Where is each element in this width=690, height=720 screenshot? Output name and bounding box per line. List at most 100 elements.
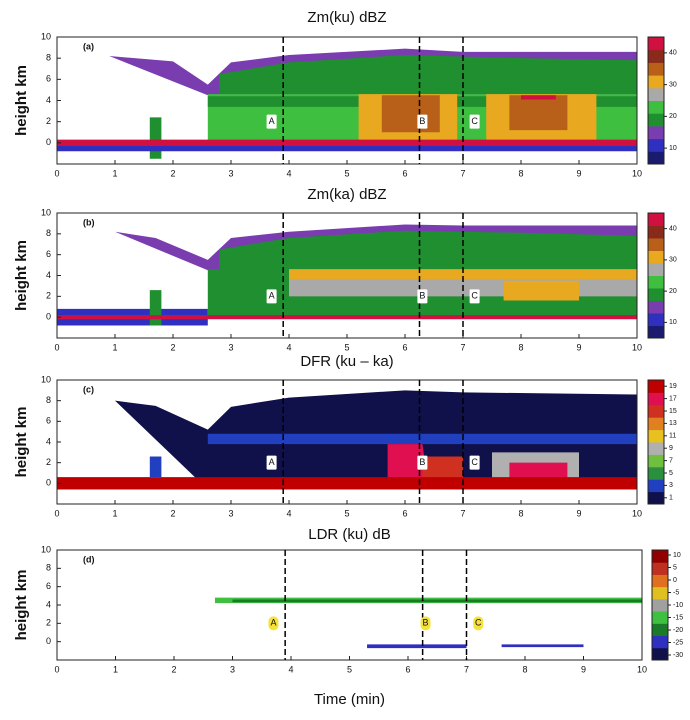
colorbar-segment [648,442,664,455]
colorbar-segment [648,87,664,101]
panel-label: (d) [83,554,95,564]
colorbar-segment [652,586,668,600]
colorbar-tick-label: 10 [669,319,677,326]
colorbar-frame [647,212,665,339]
colorbar-segment [648,138,664,152]
y-tick-label: 10 [41,374,51,384]
annotation-box [469,455,480,470]
y-tick-label: 10 [41,207,51,217]
annotation-box [417,289,428,304]
x-tick-label: 2 [170,508,175,518]
colorbar-segment [648,300,664,314]
field-region [57,315,637,320]
y-tick-label: 2 [46,116,51,126]
annotation-box [268,616,279,631]
colorbar-tick-label: 19 [669,383,677,390]
colorbar-tick-label: 0 [673,577,677,584]
colorbar-tick-label: 10 [669,145,677,152]
annotation-box [266,455,277,470]
colorbar-segment [648,213,664,226]
colorbar-tick-label: -15 [673,614,683,621]
y-axis-label: height km [13,570,30,641]
panel-label: (b) [83,217,95,227]
y-axis-label: height km [13,65,30,136]
colorbar-tick-label: 20 [669,288,677,295]
colorbar-segment [652,647,668,661]
field-region [149,117,162,159]
field-region [219,230,637,270]
annotation: C [471,116,478,126]
x-tick-label: 6 [402,508,407,518]
colorbar-segment [648,404,664,418]
colorbar-segment [648,380,664,393]
annotation: C [471,291,478,301]
x-tick-label: 10 [632,508,642,518]
colorbar-segment [648,113,664,127]
colorbar-segment [652,598,668,612]
colorbar-tick-label: -10 [673,602,683,609]
x-tick-label: 4 [286,342,291,352]
x-tick-label: 1 [112,508,117,518]
x-tick-label: 7 [460,168,465,178]
colorbar-segment [648,454,664,468]
field-region [57,477,637,490]
colorbar-segment [648,151,664,165]
x-tick-label: 5 [344,508,349,518]
panel: Zm(ku) dBZ height km (a) 0 1 2 3 4 5 6 7 8 9 10 0 2 4 6 8 1… [13,9,677,178]
y-tick-label: 4 [46,270,51,280]
colorbar-segment [648,263,664,276]
field-region [381,95,440,133]
x-tick-label: 6 [402,342,407,352]
field-region [232,599,642,603]
y-tick-label: 10 [41,544,51,554]
y-tick-label: 0 [46,478,51,488]
colorbar-tick-label: 9 [669,445,673,452]
annotation: C [475,618,482,628]
x-tick-label: 8 [518,168,523,178]
colorbar-frame [647,379,665,505]
x-tick-label: 0 [54,664,59,674]
colorbar-tick-label: 20 [669,113,677,120]
colorbar-frame [647,36,665,165]
x-tick-label: 1 [112,168,117,178]
panel-label: (c) [83,384,94,394]
y-axis-label: height km [13,407,30,478]
colorbar-segment [648,392,664,406]
y-tick-label: 2 [46,618,51,628]
colorbar-tick-label: 10 [673,552,681,559]
x-tick-label: 2 [171,664,176,674]
colorbar-segment [648,429,664,443]
annotation-box [266,289,277,304]
colorbar-tick-label: 1 [669,495,673,502]
panel-title: Zm(ka) dBZ [307,186,386,203]
field-region [57,146,637,152]
x-tick-label: 1 [113,664,118,674]
colorbar-tick-label: -25 [673,639,683,646]
x-tick-label: 1 [112,342,117,352]
y-tick-label: 8 [46,53,51,63]
x-tick-label: 0 [54,508,59,518]
y-tick-label: 4 [46,436,51,446]
colorbar-segment [652,562,668,575]
field-region [207,433,638,445]
panel: LDR (ku) dB height km (d) 0 1 2 3 4 5 6 7 8 9 10 0 2 4 6 8… [13,526,683,708]
colorbar-tick-label: 17 [669,395,677,402]
x-tick-label: 5 [347,664,352,674]
panel-label: (a) [83,41,94,51]
field-region [57,139,637,147]
x-tick-label: 10 [632,342,642,352]
colorbar-tick-label: 13 [669,420,677,427]
colorbar-tick-label: -20 [673,627,683,634]
y-tick-label: 2 [46,291,51,301]
y-tick-label: 4 [46,599,51,609]
annotation-box [469,114,480,129]
colorbar-segment [648,325,664,339]
annotation-box [469,289,480,304]
colorbar-segment [652,611,668,624]
colorbar-segment [648,49,664,63]
colorbar-segment [648,313,664,326]
x-tick-label: 6 [402,168,407,178]
colorbar-segment [648,275,664,289]
field-region [219,54,637,95]
